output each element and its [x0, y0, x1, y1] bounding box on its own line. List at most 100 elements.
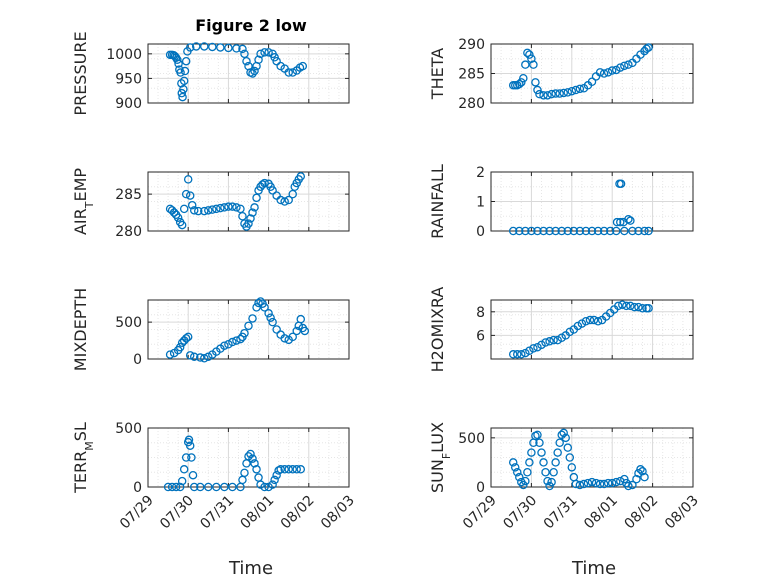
data-point: [252, 465, 261, 474]
data-point: [179, 465, 189, 474]
data-point: [607, 66, 617, 75]
y-axis-label: H2OMIXRA: [428, 287, 447, 373]
y-tick-label: 500: [458, 431, 485, 447]
data-point: [248, 69, 257, 78]
y-tick-label: 1: [476, 195, 485, 211]
data-point: [638, 467, 647, 476]
data-point: [549, 335, 558, 345]
data-point: [188, 470, 198, 480]
axes-h2omixra[interactable]: 68 H2OMIXRA: [428, 287, 694, 373]
data-point: [181, 334, 191, 343]
x-ticks: [147, 300, 350, 359]
data-point: [272, 470, 281, 480]
data-point: [611, 477, 621, 487]
data-point: [248, 454, 257, 463]
data-point: [284, 465, 293, 474]
data-point: [624, 60, 633, 69]
data-point: [521, 476, 530, 486]
x-axis-label-left: Time: [228, 558, 273, 579]
figure-title: Figure 2 low: [195, 16, 307, 35]
data-point: [575, 480, 585, 490]
data-point: [212, 204, 221, 214]
data-point: [181, 453, 191, 462]
data-point: [240, 49, 249, 59]
data-point: [232, 44, 241, 53]
axes-box: [490, 299, 694, 360]
data-points: [163, 435, 306, 492]
data-point: [569, 226, 579, 236]
data-point: [240, 468, 249, 478]
data-point: [175, 342, 185, 352]
data-point: [593, 226, 603, 236]
data-point: [183, 175, 193, 184]
data-point: [268, 186, 277, 195]
data-point: [204, 482, 213, 492]
data-point: [557, 226, 566, 236]
y-tick-label: 8: [476, 305, 485, 321]
data-point: [581, 316, 591, 326]
data-point: [191, 42, 201, 51]
data-point: [581, 226, 591, 236]
data-point: [537, 448, 546, 457]
data-point: [228, 202, 237, 211]
y-ticks: 68: [476, 305, 693, 344]
data-point: [185, 191, 195, 200]
data-point: [575, 226, 585, 236]
data-point: [180, 66, 190, 76]
data-point: [246, 449, 255, 459]
data-point: [636, 465, 645, 474]
data-point: [515, 472, 524, 482]
axes-pressure[interactable]: 900 950 1000 PRESSURE: [71, 31, 350, 116]
axes-theta[interactable]: 280 285 290 THETA: [428, 37, 694, 112]
data-point: [510, 463, 520, 472]
data-point: [591, 478, 601, 488]
data-point: [587, 226, 597, 236]
data-point: [256, 49, 265, 59]
data-point: [644, 226, 653, 236]
data-point: [177, 220, 187, 230]
data-point: [529, 344, 538, 353]
y-ticks: 0 500: [115, 315, 349, 368]
axes-rainfall[interactable]: 0 1 2 RAINFALL: [428, 164, 694, 240]
data-point: [196, 482, 205, 492]
data-point: [177, 476, 187, 486]
data-point: [238, 44, 247, 54]
data-point: [248, 314, 257, 323]
data-point: [599, 226, 609, 236]
data-point: [232, 203, 241, 212]
data-point: [624, 214, 633, 224]
data-point: [593, 316, 603, 326]
data-point: [260, 48, 269, 57]
data-point: [183, 332, 193, 342]
data-point: [179, 204, 189, 214]
data-point: [632, 474, 641, 484]
axes-mixdepth[interactable]: 0 500 MIXDEPTH: [71, 288, 350, 371]
data-point: [579, 479, 589, 489]
x-axis-label-right: Time: [571, 558, 616, 579]
data-points: [508, 428, 649, 491]
data-point: [549, 467, 558, 477]
data-point: [236, 334, 245, 344]
data-point: [250, 459, 259, 468]
data-point: [551, 89, 560, 98]
data-point: [571, 479, 581, 489]
y-axis-label: PRESSURE: [71, 31, 90, 115]
data-point: [535, 89, 544, 99]
data-point: [292, 465, 301, 474]
data-point: [176, 68, 185, 77]
data-point: [220, 203, 229, 212]
data-point: [640, 226, 649, 236]
data-point: [634, 302, 643, 312]
data-point: [628, 226, 637, 236]
data-point: [527, 448, 536, 457]
x-ticks: [490, 172, 694, 231]
data-point: [521, 226, 530, 236]
data-point: [634, 226, 643, 236]
data-point: [184, 435, 194, 445]
grid: [490, 43, 694, 104]
data-point: [250, 66, 259, 76]
data-point: [543, 91, 552, 100]
data-point: [185, 43, 195, 52]
data-point: [513, 467, 522, 477]
